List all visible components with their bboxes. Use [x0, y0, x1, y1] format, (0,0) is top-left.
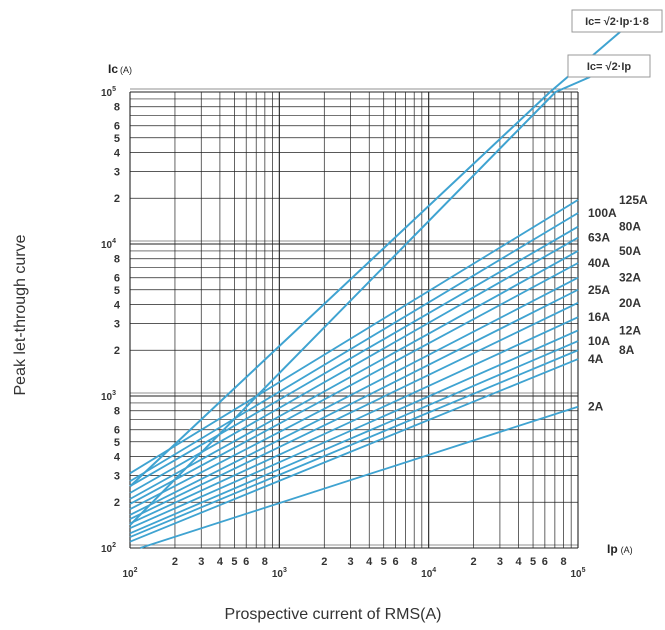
y-tick-label: 3	[114, 470, 120, 482]
series-curves	[129, 199, 579, 549]
series-label-10A: 10A	[588, 334, 610, 348]
y-tick-label: 5	[114, 437, 120, 449]
series-line-10A	[129, 340, 579, 535]
series-label-2A: 2A	[588, 400, 604, 414]
y-decade-label: 105	[101, 86, 116, 99]
x-tick-label: 5	[231, 556, 237, 568]
series-label-8A: 8A	[619, 343, 635, 357]
y-tick-label: 2	[114, 497, 120, 509]
reference-line-1	[129, 91, 551, 488]
y-decade-label: 104	[101, 238, 116, 251]
series-line-20A	[129, 302, 579, 520]
series-label-16A: 16A	[588, 310, 610, 324]
x-tick-label: 4	[217, 556, 224, 568]
series-line-125A	[129, 199, 579, 475]
series-line-2A	[139, 405, 579, 549]
y-tick-label: 6	[114, 121, 120, 133]
y-decade-label: 103	[101, 390, 116, 403]
series-label-80A: 80A	[619, 220, 641, 234]
x-axis-unit-label: Ip (A)	[607, 542, 633, 556]
x-tick-label: 8	[262, 556, 268, 568]
legend-box-ref-1: Ic= √2·Ip·1·8	[571, 9, 663, 33]
x-decade-label: 103	[272, 567, 287, 580]
y-tick-label: 2	[114, 193, 120, 205]
series-line-25A	[129, 288, 579, 516]
x-tick-label: 3	[348, 556, 354, 568]
x-tick-label: 6	[392, 556, 398, 568]
x-tick-label: 2	[172, 556, 178, 568]
y-tick-label: 4	[114, 299, 121, 311]
x-tick-label: 3	[497, 556, 503, 568]
x-tick-label: 5	[530, 556, 536, 568]
series-label-63A: 63A	[588, 231, 610, 245]
x-tick-label: 3	[198, 556, 204, 568]
series-label-12A: 12A	[619, 323, 641, 337]
series-line-12A	[129, 329, 579, 530]
y-decade-label: 102	[101, 542, 116, 555]
series-label-40A: 40A	[588, 256, 610, 270]
series-label-125A: 125A	[619, 193, 648, 207]
x-tick-label: 5	[381, 556, 387, 568]
series-line-16A	[129, 316, 579, 525]
y-tick-label: 3	[114, 318, 120, 330]
x-decade-label: 104	[421, 567, 436, 580]
x-tick-label: 6	[243, 556, 249, 568]
series-line-32A	[129, 276, 579, 510]
series-line-4A	[129, 358, 579, 543]
series-line-100A	[129, 212, 579, 482]
reference-leader-2	[555, 76, 591, 93]
x-tick-label: 4	[366, 556, 373, 568]
y-tick-label: 4	[114, 451, 121, 463]
series-label-32A: 32A	[619, 271, 641, 285]
y-axis-unit-label: Ic (A)	[108, 62, 132, 76]
legend-label-ref-1: Ic= √2·Ip·1·8	[585, 16, 649, 28]
y-tick-label: 5	[114, 133, 120, 145]
x-axis-title: Prospective current of RMS(A)	[225, 606, 442, 623]
y-axis-title: Peak let-through curve	[12, 234, 29, 395]
series-line-50A	[129, 250, 579, 500]
legend-label-ref-2: Ic= √2·Ip	[587, 61, 632, 73]
series-line-8A	[129, 349, 579, 538]
y-tick-label: 5	[114, 285, 120, 297]
y-tick-label: 4	[114, 147, 121, 159]
series-label-100A: 100A	[588, 206, 617, 220]
x-tick-label: 8	[560, 556, 566, 568]
x-tick-label: 6	[542, 556, 548, 568]
y-tick-label: 6	[114, 425, 120, 437]
x-tick-label: 2	[471, 556, 477, 568]
x-tick-label: 8	[411, 556, 417, 568]
y-tick-label: 8	[114, 102, 120, 114]
y-tick-label: 2	[114, 345, 120, 357]
series-label-50A: 50A	[619, 244, 641, 258]
legend-box-ref-2: Ic= √2·Ip	[567, 54, 651, 78]
y-tick-label: 6	[114, 273, 120, 285]
x-decade-label: 105	[570, 567, 585, 580]
series-label-20A: 20A	[619, 296, 641, 310]
y-tick-label: 8	[114, 254, 120, 266]
series-label-25A: 25A	[588, 283, 610, 297]
x-tick-label: 4	[516, 556, 523, 568]
series-line-63A	[129, 236, 579, 494]
x-decade-label: 102	[122, 567, 137, 580]
series-line-80A	[129, 225, 579, 487]
y-tick-label: 8	[114, 406, 120, 418]
x-tick-label: 2	[321, 556, 327, 568]
series-label-4A: 4A	[588, 352, 604, 366]
series-line-40A	[129, 262, 579, 505]
y-tick-label: 3	[114, 166, 120, 178]
